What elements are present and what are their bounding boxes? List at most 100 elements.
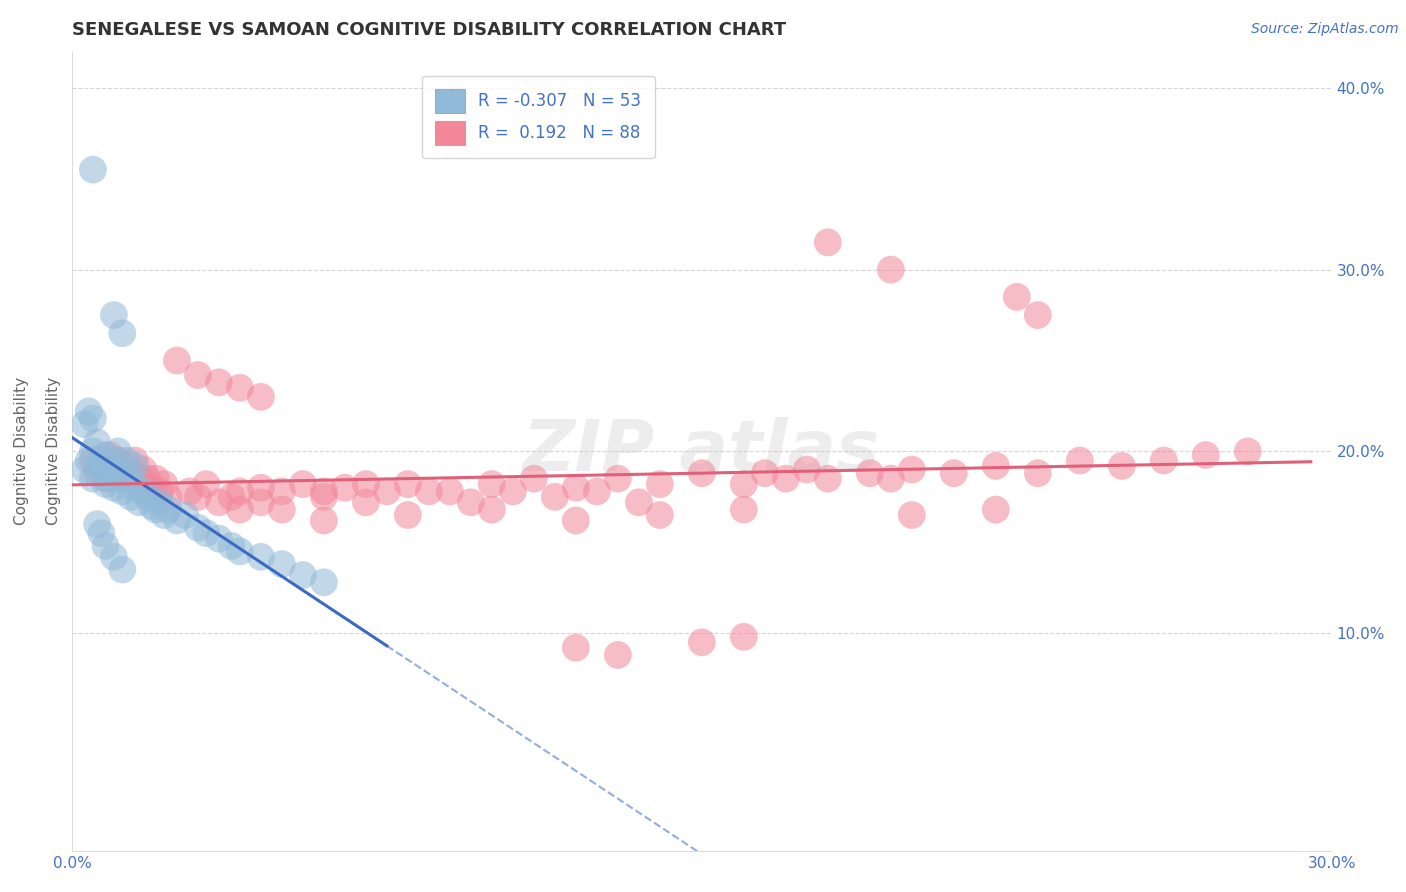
Point — [153, 508, 176, 522]
Point — [439, 484, 461, 499]
Point — [107, 453, 129, 467]
Point — [1195, 448, 1218, 462]
Point — [103, 453, 125, 467]
Point — [270, 484, 292, 499]
Point — [229, 381, 252, 395]
Point — [1005, 290, 1028, 304]
Point — [111, 563, 134, 577]
Point — [690, 635, 713, 649]
Point — [86, 458, 108, 473]
Point — [195, 477, 218, 491]
Point — [354, 495, 377, 509]
Y-axis label: Cognitive Disability: Cognitive Disability — [46, 377, 60, 525]
Text: Source: ZipAtlas.com: Source: ZipAtlas.com — [1251, 22, 1399, 37]
Point — [291, 568, 314, 582]
Point — [128, 472, 150, 486]
Text: SENEGALESE VS SAMOAN COGNITIVE DISABILITY CORRELATION CHART: SENEGALESE VS SAMOAN COGNITIVE DISABILIT… — [72, 21, 786, 39]
Point — [98, 458, 121, 473]
Point — [1026, 308, 1049, 322]
Point — [775, 472, 797, 486]
Point — [111, 326, 134, 341]
Point — [229, 544, 252, 558]
Point — [544, 490, 567, 504]
Point — [86, 435, 108, 450]
Point — [942, 467, 965, 481]
Point — [103, 549, 125, 564]
Point — [145, 472, 167, 486]
Point — [86, 517, 108, 532]
Point — [221, 539, 243, 553]
Point — [98, 472, 121, 486]
Point — [120, 490, 142, 504]
Point — [984, 502, 1007, 516]
Point — [103, 481, 125, 495]
Point — [733, 477, 755, 491]
Point — [73, 417, 96, 431]
Point — [166, 353, 188, 368]
Point — [312, 484, 335, 499]
Point — [481, 502, 503, 516]
Point — [153, 477, 176, 491]
Point — [312, 513, 335, 527]
Point — [195, 526, 218, 541]
Point — [648, 477, 671, 491]
Text: Cognitive Disability: Cognitive Disability — [14, 377, 30, 525]
Point — [250, 549, 273, 564]
Point — [166, 513, 188, 527]
Point — [90, 526, 112, 541]
Point — [250, 495, 273, 509]
Point — [817, 235, 839, 250]
Point — [82, 162, 104, 177]
Point — [221, 490, 243, 504]
Point — [481, 477, 503, 491]
Point — [94, 448, 117, 462]
Point — [103, 308, 125, 322]
Point — [124, 453, 146, 467]
Point — [111, 462, 134, 476]
Legend: R = -0.307   N = 53, R =  0.192   N = 88: R = -0.307 N = 53, R = 0.192 N = 88 — [422, 76, 655, 158]
Point — [208, 376, 231, 390]
Point — [250, 481, 273, 495]
Point — [82, 472, 104, 486]
Point — [149, 484, 172, 499]
Point — [82, 444, 104, 458]
Point — [120, 467, 142, 481]
Point — [354, 477, 377, 491]
Point — [136, 472, 159, 486]
Point — [179, 484, 201, 499]
Point — [86, 467, 108, 481]
Point — [82, 453, 104, 467]
Point — [312, 575, 335, 590]
Point — [174, 508, 197, 522]
Point — [1236, 444, 1258, 458]
Point — [124, 481, 146, 495]
Point — [648, 508, 671, 522]
Point — [128, 495, 150, 509]
Point — [208, 532, 231, 546]
Point — [90, 453, 112, 467]
Point — [132, 462, 155, 476]
Point — [90, 458, 112, 473]
Point — [1153, 453, 1175, 467]
Point — [418, 484, 440, 499]
Point — [291, 477, 314, 491]
Point — [124, 458, 146, 473]
Point — [984, 458, 1007, 473]
Point — [460, 495, 482, 509]
Point — [901, 508, 924, 522]
Point — [565, 481, 588, 495]
Point — [901, 462, 924, 476]
Point — [115, 472, 138, 486]
Point — [502, 484, 524, 499]
Point — [111, 484, 134, 499]
Point — [586, 484, 609, 499]
Point — [111, 472, 134, 486]
Point — [270, 502, 292, 516]
Point — [187, 368, 209, 382]
Point — [73, 462, 96, 476]
Point — [98, 448, 121, 462]
Point — [754, 467, 776, 481]
Text: ZIP atlas: ZIP atlas — [523, 417, 880, 486]
Point — [208, 495, 231, 509]
Point — [103, 462, 125, 476]
